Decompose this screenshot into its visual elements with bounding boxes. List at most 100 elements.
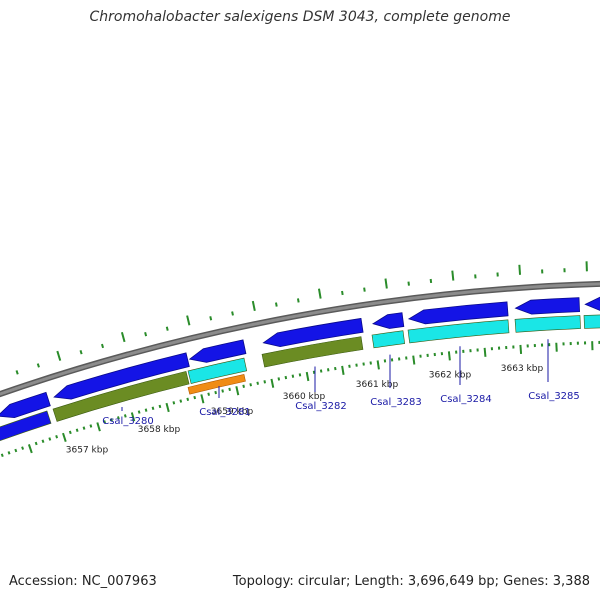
- inner-tick: [256, 381, 259, 385]
- inner-tick: [75, 428, 79, 432]
- cds-arrow: [514, 297, 580, 315]
- cds-arrow: [0, 391, 51, 419]
- gene-block-orange: [187, 374, 246, 395]
- inner-tick: [483, 347, 487, 357]
- inner-tick: [277, 377, 281, 381]
- inner-tick: [519, 344, 523, 355]
- inner-tick: [130, 412, 136, 422]
- outer-tick: [231, 311, 234, 316]
- gene-block: [187, 357, 248, 384]
- outer-tick: [341, 290, 344, 296]
- feature-track: [0, 296, 600, 441]
- inner-tick: [48, 437, 52, 441]
- inner-tick: [165, 402, 170, 413]
- outer-tick: [120, 331, 126, 343]
- backbone-inner: [0, 282, 600, 396]
- inner-tick: [228, 387, 231, 392]
- inner-tick: [110, 418, 113, 422]
- kbp-tick-label: 3662 kbp: [429, 370, 472, 380]
- inner-tick: [117, 416, 120, 420]
- inner-tick: [144, 408, 148, 412]
- inner-tick: [214, 390, 217, 395]
- inner-tick: [221, 389, 224, 393]
- inner-tick: [158, 404, 162, 409]
- outer-tick: [79, 350, 83, 355]
- inner-tick: [21, 446, 25, 450]
- inner-tick: [82, 426, 86, 430]
- inner-tick: [179, 399, 183, 403]
- inner-tick: [249, 383, 252, 387]
- inner-tick: [341, 365, 345, 375]
- inner-tick: [312, 370, 316, 374]
- inner-tick: [41, 439, 45, 443]
- gene-label: Csal_3285: [528, 391, 580, 402]
- inner-tick: [291, 374, 295, 378]
- inner-tick: [207, 392, 210, 396]
- inner-tick: [89, 424, 93, 428]
- map-title: Chromohalobacter salexigens DSM 3043, co…: [89, 9, 511, 25]
- inner-tick: [103, 420, 107, 424]
- outer-tick: [144, 331, 148, 337]
- gene-label: Csal_3284: [440, 394, 492, 405]
- inner-tick: [376, 360, 380, 370]
- inner-tick: [298, 373, 302, 377]
- cds-arrow: [262, 317, 364, 348]
- outer-tick: [518, 264, 522, 275]
- gene-block: [0, 410, 52, 441]
- gene-label: Csal_3281: [199, 407, 251, 418]
- gene-label: Csal_3280: [102, 416, 154, 427]
- inner-tick: [96, 422, 101, 432]
- backbone-ring: [0, 280, 600, 398]
- inner-tick: [68, 430, 72, 435]
- inner-tick: [447, 351, 451, 361]
- gene-label: Csal_3283: [370, 397, 422, 408]
- outer-tick: [317, 288, 322, 299]
- outer-tick: [186, 315, 191, 326]
- inner-tick: [412, 355, 416, 365]
- kbp-tick-label: 3659 kbp: [211, 407, 254, 417]
- inner-tick: [0, 453, 4, 457]
- inner-tick: [284, 375, 288, 380]
- outer-tick: [251, 300, 256, 312]
- outer-tick: [451, 270, 455, 281]
- inner-tick: [186, 397, 190, 401]
- kbp-tick-label: 3658 kbp: [138, 425, 181, 435]
- kbp-tick-label: 3661 kbp: [356, 380, 399, 390]
- topology-text: Topology: circular; Length: 3,696,649 bp…: [232, 574, 590, 589]
- inner-tick: [14, 448, 18, 453]
- inner-tick: [263, 380, 267, 384]
- gene-block: [514, 315, 581, 333]
- inner-tick: [326, 368, 330, 372]
- inner-tick: [151, 406, 155, 410]
- inner-tick: [270, 378, 275, 388]
- outer-tick: [363, 287, 366, 292]
- outer-tick: [56, 350, 62, 361]
- outer-tick: [15, 370, 19, 375]
- inner-tick: [55, 435, 59, 439]
- inner-tick: [137, 410, 141, 414]
- label-layer: 3657 kbp 3658 kbp 3659 kbp 3660 kbp 3661 kbp…: [66, 339, 580, 456]
- gene-block: [371, 330, 406, 349]
- inner-tick: [7, 451, 11, 455]
- outer-tick: [165, 326, 169, 331]
- inner-tick: [62, 432, 67, 443]
- outer-tick: [36, 363, 40, 368]
- kbp-tick-label: 3663 kbp: [501, 364, 544, 374]
- inner-tick: [34, 441, 38, 446]
- cds-arrow: [372, 312, 405, 329]
- inner-tick: [200, 394, 205, 404]
- inner-tick: [172, 401, 176, 405]
- accession-text: Accession: NC_007963: [9, 574, 157, 589]
- outer-tick: [296, 298, 300, 303]
- gene-block: [52, 371, 190, 422]
- outer-tick: [274, 302, 278, 307]
- inner-tick: [235, 386, 240, 396]
- inner-tick: [123, 414, 127, 418]
- inner-tick: [242, 384, 245, 388]
- outer-tick: [101, 343, 105, 349]
- cds-arrow: [53, 352, 190, 400]
- inner-tick: [27, 444, 33, 454]
- gene-block: [407, 319, 510, 344]
- outer-tick: [384, 278, 388, 289]
